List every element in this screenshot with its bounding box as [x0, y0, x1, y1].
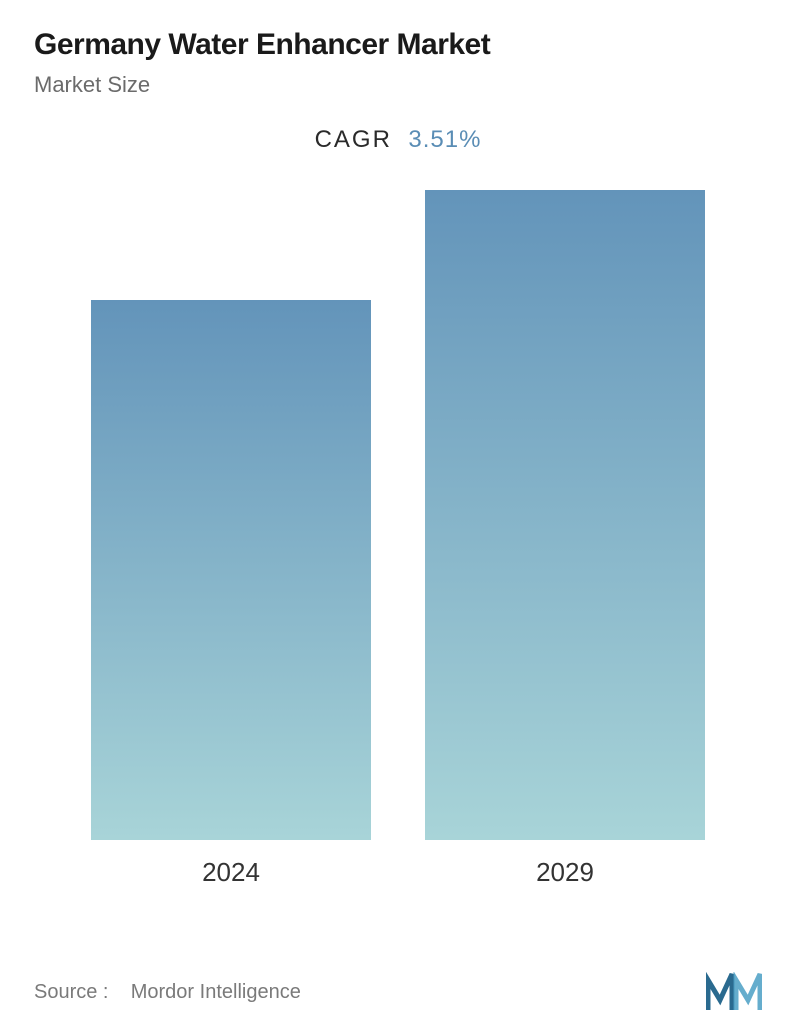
chart-title: Germany Water Enhancer Market	[34, 28, 762, 62]
source-name: Mordor Intelligence	[131, 981, 301, 1003]
source-text: Source : Mordor Intelligence	[34, 981, 301, 1004]
chart-container: Germany Water Enhancer Market Market Siz…	[0, 0, 796, 1034]
mordor-logo-icon	[706, 972, 762, 1012]
cagr-value: 3.51%	[408, 126, 481, 153]
bar-2024	[91, 300, 371, 840]
labels-row: 2024 2029	[34, 857, 762, 888]
chart-area: 2024 2029	[34, 178, 762, 898]
bar-label-2024: 2024	[91, 857, 371, 888]
footer: Source : Mordor Intelligence	[34, 972, 762, 1012]
cagr-label: CAGR	[315, 126, 392, 153]
source-label: Source :	[34, 981, 108, 1003]
cagr-row: CAGR 3.51%	[34, 126, 762, 154]
chart-subtitle: Market Size	[34, 72, 762, 98]
bar-2029	[425, 190, 705, 840]
bars-wrapper	[34, 178, 762, 840]
bar-label-2029: 2029	[425, 857, 705, 888]
